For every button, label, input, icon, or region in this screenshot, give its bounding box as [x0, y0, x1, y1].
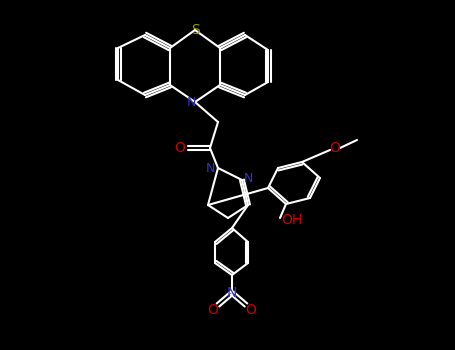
Text: S: S	[191, 23, 199, 37]
Text: O: O	[175, 141, 186, 155]
Text: N: N	[227, 286, 237, 300]
Text: OH: OH	[281, 213, 303, 227]
Text: O: O	[246, 303, 257, 317]
Text: N: N	[205, 161, 215, 175]
Text: O: O	[207, 303, 218, 317]
Text: N: N	[186, 96, 196, 108]
Text: O: O	[329, 141, 340, 155]
Text: N: N	[243, 172, 253, 184]
